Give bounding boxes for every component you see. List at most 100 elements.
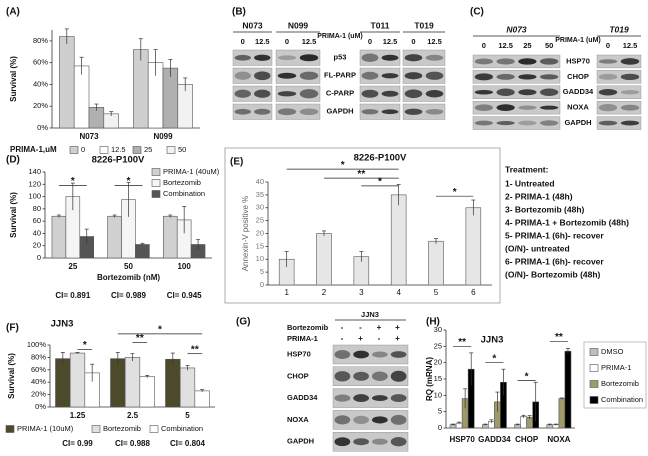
blot-band — [234, 89, 251, 98]
y-tick-label: 15 — [256, 241, 264, 250]
blot-band — [390, 414, 407, 425]
blot-band — [372, 351, 388, 358]
blot-band — [353, 394, 369, 403]
significance-label: * — [492, 353, 496, 364]
blot-band — [381, 109, 399, 115]
blot-band — [334, 350, 351, 359]
panel-label: (E) — [230, 157, 243, 168]
blot-band — [598, 59, 618, 64]
y-tick-label: 20 — [33, 241, 41, 250]
x-axis-label: Bortezomib (nM) — [97, 273, 160, 282]
blot-band — [404, 54, 423, 62]
blot-band — [299, 89, 319, 99]
y-tick-label: 60% — [31, 365, 46, 374]
bar — [520, 416, 527, 429]
bar — [316, 233, 332, 286]
blot-strip — [232, 49, 273, 66]
x-tick-label: 5 — [185, 411, 190, 420]
y-tick-label: 5 — [260, 267, 264, 276]
chart-title: 8226-P100V — [354, 153, 407, 164]
legend-label: 50 — [178, 145, 186, 154]
ci-label: CI= 0.945 — [167, 291, 202, 300]
blot-band — [361, 109, 379, 115]
blot-band — [539, 120, 559, 126]
legend-swatch — [589, 348, 599, 356]
significance-label: * — [341, 160, 345, 171]
blot-strip — [596, 85, 642, 99]
legend-swatch — [151, 190, 161, 198]
blot-band — [496, 88, 515, 96]
treatment-item: (O/N)- Bortezomib (48h) — [505, 269, 601, 279]
lane-label: 0 — [241, 37, 245, 46]
blot-strip — [472, 85, 561, 99]
legend-label: Bortezomib — [163, 178, 201, 187]
ci-label: CI= 0.989 — [111, 291, 146, 300]
row-label: GAPDH — [564, 118, 591, 127]
legend-swatch — [149, 425, 159, 433]
legend-label: DMSO — [601, 347, 624, 356]
blot-strip — [596, 100, 642, 115]
significance-label: * — [158, 324, 162, 335]
blot-band — [334, 415, 351, 425]
blot-band — [334, 437, 351, 447]
blot-band — [234, 71, 251, 80]
significance-label: * — [71, 176, 75, 187]
blot-band — [518, 89, 537, 96]
bar — [165, 358, 181, 408]
lane-label: + — [395, 334, 400, 343]
blot-band — [234, 108, 251, 115]
blot-strip — [332, 366, 409, 386]
blot-band — [334, 394, 351, 402]
bar — [162, 215, 178, 259]
y-tick-label: 100% — [27, 340, 47, 349]
x-tick-label: CHOP — [515, 435, 539, 444]
x-tick-label: 5 — [434, 288, 439, 297]
blot-band — [254, 71, 271, 81]
y-axis-label: Survival (%) — [9, 56, 18, 102]
y-tick-label: 140 — [28, 167, 41, 176]
blot-band — [404, 108, 423, 115]
ci-label: CI= 0.891 — [55, 291, 90, 300]
blot-band — [372, 395, 388, 402]
blot-band — [277, 72, 297, 79]
row-label: p53 — [334, 53, 347, 62]
blot-band — [539, 88, 559, 96]
treatment-item: 6- PRIMA-1 (6h)- recover — [505, 256, 604, 266]
bar — [73, 65, 90, 129]
lane-label: 12.5 — [383, 37, 398, 46]
blot-band — [620, 104, 640, 111]
x-tick-label: 100 — [177, 262, 191, 271]
treatment-label: PRIMA-1 (uM) — [317, 33, 363, 40]
bar — [51, 215, 67, 259]
treatment-item: 5- PRIMA-1 (6h)- recover — [505, 230, 604, 240]
y-tick-label: 0 — [260, 280, 264, 289]
y-tick-label: 20 — [256, 228, 264, 237]
blot-band — [254, 54, 271, 61]
blot-band — [539, 105, 559, 110]
row-label: GAPDH — [326, 107, 353, 116]
y-tick-label: 10 — [256, 254, 264, 263]
legend-label: 12.5 — [111, 145, 126, 154]
legend-swatch — [589, 364, 599, 372]
y-tick-label: 100 — [28, 192, 41, 201]
y-axis-label: RQ (mRNA) — [425, 357, 434, 401]
legend-label: PRIMA-1 (40uM) — [163, 167, 220, 176]
legend-swatch — [151, 179, 161, 187]
blot-band — [425, 71, 444, 80]
blot-band — [496, 73, 515, 80]
blot-title: JJN3 — [361, 310, 379, 319]
blot-band — [539, 58, 559, 65]
blot-band — [404, 89, 423, 99]
blot-band — [518, 120, 537, 126]
row-label: C-PARP — [326, 89, 354, 98]
ci-label: CI= 0.99 — [62, 439, 93, 448]
lane-label: - — [378, 334, 381, 343]
y-tick-label: 80% — [31, 352, 46, 361]
significance-label: ** — [191, 344, 199, 355]
significance-label: * — [525, 371, 529, 382]
group-label: N073 — [506, 24, 527, 34]
blot-strip — [472, 70, 561, 84]
blot-band — [496, 120, 515, 126]
blot-band — [404, 72, 423, 80]
blot-band — [425, 90, 444, 98]
